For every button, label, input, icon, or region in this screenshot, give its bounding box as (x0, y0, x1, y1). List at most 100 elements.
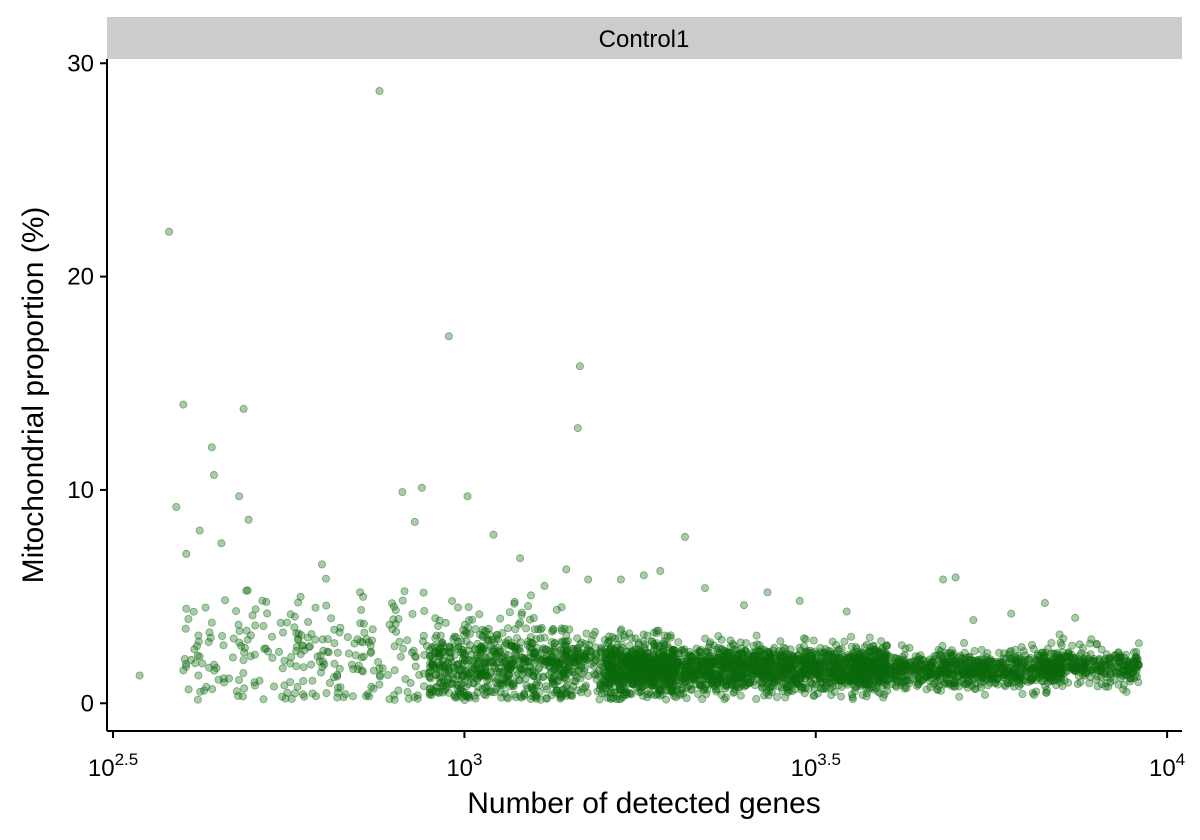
data-point (652, 629, 661, 638)
data-point (278, 692, 287, 701)
data-point (282, 618, 291, 627)
data-point (736, 691, 745, 700)
data-point (333, 688, 342, 697)
data-point (639, 571, 648, 580)
data-point (587, 635, 596, 644)
data-point (574, 647, 583, 656)
data-point (726, 636, 735, 645)
data-point (675, 691, 684, 700)
data-point (1075, 664, 1084, 673)
facet-strip-label: Control1 (599, 26, 690, 53)
data-point (573, 634, 582, 643)
data-point (1086, 657, 1095, 666)
data-point (456, 648, 465, 657)
data-point (283, 688, 292, 697)
data-point (268, 653, 277, 662)
data-point (847, 690, 856, 699)
data-point (432, 631, 441, 640)
data-point (209, 470, 218, 479)
data-point (571, 661, 580, 670)
data-point (865, 671, 874, 680)
data-point (390, 642, 399, 651)
data-point (607, 672, 616, 681)
data-point (558, 656, 567, 665)
data-point (659, 651, 668, 660)
data-point (713, 680, 722, 689)
data-point (304, 643, 313, 652)
data-point (681, 532, 690, 541)
data-point (287, 694, 296, 703)
data-point (480, 642, 489, 651)
data-point (311, 635, 320, 644)
data-point (507, 641, 516, 650)
data-point (449, 670, 458, 679)
data-point (387, 599, 396, 608)
data-point (420, 607, 429, 616)
data-point (557, 649, 566, 658)
data-point (348, 692, 357, 701)
data-point (240, 684, 249, 693)
data-point (531, 649, 540, 658)
data-point (489, 530, 498, 539)
data-point (202, 682, 211, 691)
data-point (656, 567, 665, 576)
data-point (179, 400, 188, 409)
data-point (1037, 677, 1046, 686)
data-point (875, 663, 884, 672)
data-point (550, 639, 559, 648)
data-point (744, 659, 753, 668)
data-point (641, 665, 650, 674)
data-point (931, 655, 940, 664)
data-point (430, 643, 439, 652)
data-point (246, 631, 255, 640)
data-point (783, 683, 792, 692)
data-point (396, 652, 405, 661)
data-point (606, 652, 615, 661)
data-point (339, 693, 348, 702)
data-point (189, 607, 198, 616)
data-point (942, 673, 951, 682)
data-point (490, 647, 499, 656)
data-point (759, 667, 768, 676)
data-point (357, 606, 366, 615)
data-point (1047, 639, 1056, 648)
data-point (616, 646, 625, 655)
data-point (322, 601, 331, 610)
data-point (945, 657, 954, 666)
data-point (718, 657, 727, 666)
data-point (517, 611, 526, 620)
data-point (432, 670, 441, 679)
data-point (1027, 675, 1036, 684)
data-point (207, 443, 216, 452)
facet-strip (107, 17, 1182, 59)
data-point (763, 588, 772, 597)
data-point (830, 671, 839, 680)
data-point (365, 692, 374, 701)
data-point (1079, 644, 1088, 653)
data-point (480, 690, 489, 699)
data-point (977, 670, 986, 679)
data-point (766, 657, 775, 666)
data-point (439, 677, 448, 686)
data-point (842, 607, 851, 616)
data-point (750, 669, 759, 678)
data-point (246, 652, 255, 661)
data-point (516, 638, 525, 647)
data-point (431, 614, 440, 623)
data-point (468, 615, 477, 624)
data-point (546, 663, 555, 672)
data-point (714, 632, 723, 641)
data-point (475, 610, 484, 619)
data-point (464, 603, 473, 612)
data-point (752, 631, 761, 640)
data-point (837, 682, 846, 691)
data-point (662, 686, 671, 695)
data-point (276, 618, 285, 627)
data-point (449, 662, 458, 671)
data-point (228, 653, 237, 662)
data-point (360, 628, 369, 637)
data-point (616, 575, 625, 584)
data-point (229, 634, 238, 643)
data-point (305, 642, 314, 651)
